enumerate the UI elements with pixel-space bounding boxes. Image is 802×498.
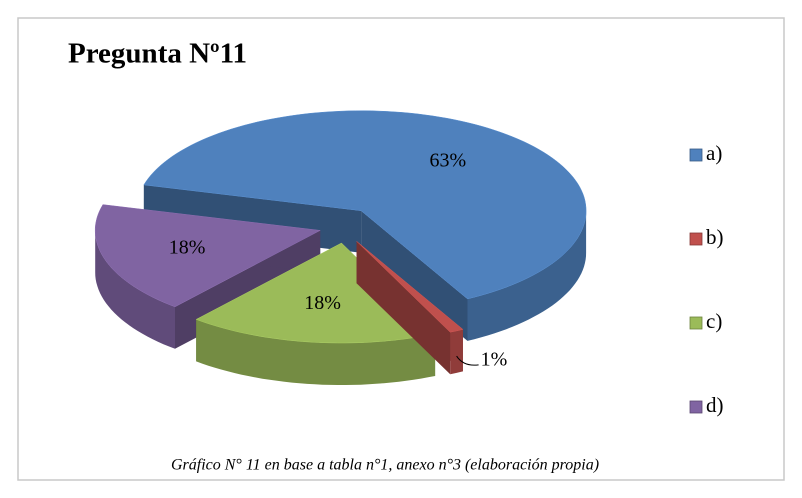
- legend-swatch: [689, 148, 703, 162]
- legend-swatch: [689, 316, 703, 330]
- slice: [356, 241, 464, 333]
- legend-swatch: [689, 400, 703, 414]
- legend-label: a): [706, 141, 722, 165]
- legend-label: b): [706, 225, 724, 249]
- slice-side: [95, 230, 175, 349]
- legend-label: d): [706, 393, 724, 417]
- caption: Gráfico N° 11 en base a tabla n°1, anexo…: [171, 457, 599, 474]
- data-label: 18%: [304, 292, 341, 314]
- slice: [94, 204, 322, 308]
- data-label: 1%: [481, 348, 508, 370]
- chart-title: Pregunta Nº11: [68, 38, 247, 70]
- slice-side: [196, 319, 436, 385]
- slice-wall: [361, 210, 468, 341]
- leader-line: [456, 355, 479, 366]
- slice: [195, 242, 436, 344]
- slice-wall: [356, 241, 451, 375]
- legend-swatch: [689, 232, 703, 246]
- legend-label: c): [706, 309, 722, 333]
- data-label: 63%: [429, 150, 466, 172]
- slice-side: [467, 210, 587, 341]
- slice: [143, 110, 587, 300]
- slice-side: [450, 329, 463, 375]
- data-label: 18%: [169, 237, 206, 259]
